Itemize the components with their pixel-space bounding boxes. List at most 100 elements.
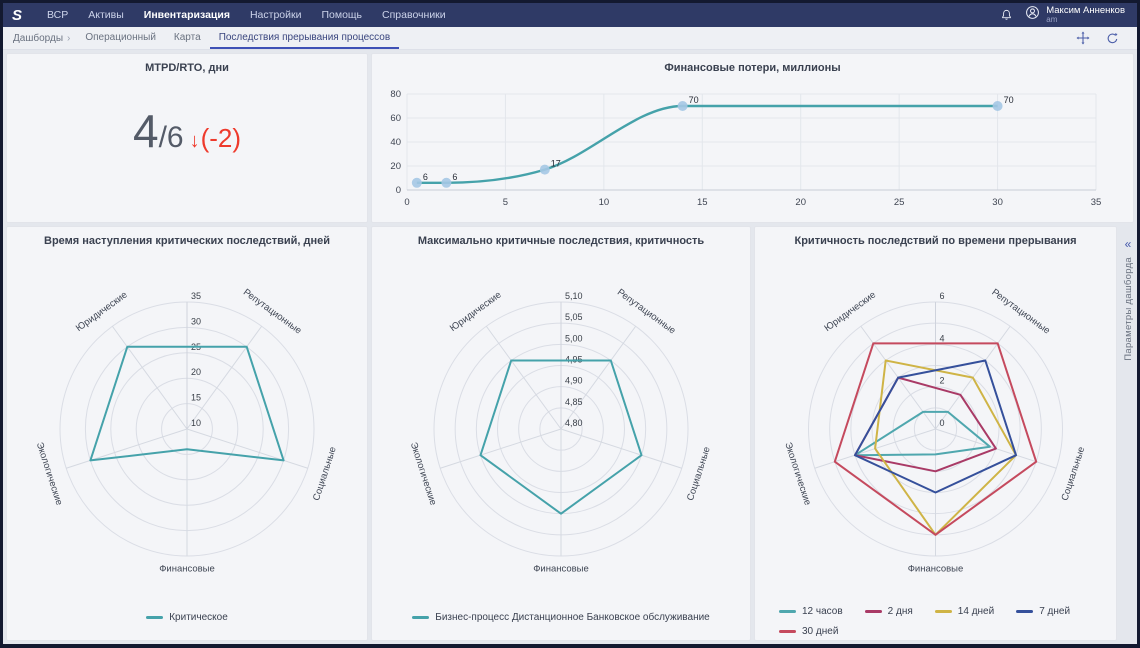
- radar-series: [89, 345, 285, 462]
- panel-mtpd-rto: MTPD/RTO, дни 4 /6 ↓ (-2): [6, 53, 368, 223]
- top-navbar: S ВСР Активы Инвентаризация Настройки По…: [3, 3, 1137, 27]
- data-point: [539, 164, 550, 175]
- legend-label: 7 дней: [1039, 606, 1071, 617]
- legend-label: Бизнес-процесс Дистанционное Банковское …: [435, 612, 710, 623]
- axis-tick-labels: 0 5 10 15 20 25 30 35 0 20 40 60 80: [390, 89, 1101, 208]
- double-chevron-left-icon: «: [1124, 237, 1132, 251]
- chart-legend: 12 часов 2 дня 14 дней 7 дней 30 дней: [779, 606, 1111, 637]
- data-point: [411, 177, 422, 188]
- radar-chart-canvas: 0 2 4 6 Юридические Экологические Финансовые Со…: [782, 287, 1087, 575]
- menu-item-settings[interactable]: Настройки: [249, 9, 302, 21]
- critical-onset-title: Время наступления критических последстви…: [44, 235, 330, 247]
- panel-mtpd-title: MTPD/RTO, дни: [145, 62, 229, 74]
- financial-losses-title: Финансовые потери, миллионы: [664, 62, 841, 74]
- legend-item[interactable]: Бизнес-процесс Дистанционное Банковское …: [412, 612, 710, 623]
- svg-text:25: 25: [894, 197, 905, 208]
- legend-label: Критическое: [169, 612, 228, 623]
- svg-text:30: 30: [992, 197, 1003, 208]
- svg-text:0: 0: [940, 418, 945, 428]
- legend-item[interactable]: 14 дней: [934, 606, 994, 617]
- svg-text:5,10: 5,10: [565, 291, 583, 301]
- category-label: Социальные: [685, 445, 713, 502]
- menu-item-vsr[interactable]: ВСР: [47, 9, 69, 21]
- category-label: Экологические: [34, 441, 65, 507]
- bell-icon[interactable]: [1000, 8, 1013, 22]
- svg-text:60: 60: [390, 113, 401, 124]
- topnav-right: Максим Анненков am: [1000, 3, 1137, 27]
- app-logo[interactable]: S: [3, 3, 31, 27]
- svg-text:4,85: 4,85: [565, 397, 583, 407]
- point-label: 70: [1004, 95, 1014, 105]
- user-menu[interactable]: Максим Анненков am: [1025, 5, 1125, 25]
- tab-operational[interactable]: Операционный: [85, 31, 156, 43]
- category-label: Репутационные: [989, 287, 1052, 337]
- svg-text:20: 20: [390, 161, 401, 172]
- logo-letter: S: [11, 6, 22, 24]
- max-critical-title: Максимально критичные последствия, крити…: [417, 235, 705, 247]
- legend-item[interactable]: 7 дней: [1016, 606, 1070, 617]
- move-icon[interactable]: [1076, 31, 1090, 45]
- criticality-by-time-title: Критичность последствий по времени преры…: [794, 235, 1077, 247]
- critical-onset-radar-chart: 10 15 20 25 30 35 Юридические Экологические Фина…: [7, 251, 367, 602]
- data-point: [677, 101, 688, 111]
- category-label: Экологические: [782, 441, 813, 507]
- svg-text:6: 6: [940, 291, 945, 301]
- radar-chart-canvas: 4,804,854,904,955,005,055,10ЮридическиеЭ…: [408, 287, 713, 575]
- svg-text:30: 30: [191, 316, 201, 326]
- menu-item-help[interactable]: Помощь: [321, 9, 363, 21]
- svg-text:80: 80: [390, 89, 401, 100]
- category-label: Экологические: [408, 441, 439, 507]
- main-menu: ВСР Активы Инвентаризация Настройки Помо…: [37, 3, 456, 27]
- tab-map[interactable]: Карта: [173, 31, 201, 43]
- point-label: 70: [689, 95, 699, 105]
- app-window: S ВСР Активы Инвентаризация Настройки По…: [3, 3, 1137, 644]
- breadcrumb-root[interactable]: Дашборды: [13, 32, 63, 44]
- kpi-delta-value: (-2): [200, 123, 242, 153]
- down-arrow-icon: ↓: [189, 130, 200, 152]
- point-label: 17: [551, 159, 561, 169]
- legend-item[interactable]: 30 дней: [779, 626, 838, 637]
- menu-item-references[interactable]: Справочники: [382, 9, 446, 21]
- legend-item[interactable]: 12 часов: [779, 606, 843, 617]
- legend-label: 30 дней: [802, 626, 839, 637]
- dashboard-params-toggle[interactable]: « Параметры дашборда: [1120, 238, 1136, 361]
- legend-item[interactable]: Критическое: [146, 612, 228, 623]
- plot-grid: [406, 93, 1097, 191]
- radar-series: [833, 342, 1038, 536]
- criticality-by-time-radar-chart: 0 2 4 6 Юридические Экологические Финансовые Со…: [755, 251, 1116, 602]
- point-label: 6: [423, 172, 428, 182]
- svg-text:0: 0: [396, 185, 401, 196]
- point-label: 6: [452, 172, 457, 182]
- category-label: Финансовые: [908, 564, 964, 575]
- radar-chart-canvas: 101520253035ЮридическиеЭкологическиеФина…: [34, 287, 339, 575]
- category-labels: Юридические Экологические Финансовые Социал…: [34, 287, 339, 575]
- svg-text:4,80: 4,80: [565, 418, 583, 428]
- svg-text:10: 10: [191, 418, 201, 428]
- tab-process-interruption-consequences[interactable]: Последствия прерывания процессов: [209, 27, 400, 49]
- refresh-icon[interactable]: [1106, 31, 1119, 45]
- category-label: Репутационные: [241, 287, 304, 337]
- radar-grid: [59, 301, 315, 557]
- legend-swatch: [864, 610, 882, 613]
- breadcrumb-actions: [1076, 31, 1127, 45]
- chart-legend: Бизнес-процесс Дистанционное Банковское …: [372, 612, 750, 623]
- svg-text:10: 10: [599, 197, 610, 208]
- svg-text:5,05: 5,05: [565, 312, 583, 322]
- svg-text:40: 40: [390, 137, 401, 148]
- data-points: 6 6 17 70 70: [411, 95, 1014, 188]
- menu-item-assets[interactable]: Активы: [88, 9, 124, 21]
- svg-text:0: 0: [404, 197, 409, 208]
- dashboard-content: MTPD/RTO, дни 4 /6 ↓ (-2) Финансовые поте…: [3, 50, 1137, 644]
- radar-series: [854, 410, 991, 457]
- legend-swatch: [779, 630, 796, 633]
- kpi-value: 4: [132, 105, 159, 157]
- legend-swatch: [146, 616, 164, 619]
- panel-criticality-by-interruption-time: Критичность последствий по времени преры…: [754, 226, 1117, 641]
- svg-text:15: 15: [191, 393, 201, 403]
- line-chart-canvas: 0 5 10 15 20 25 30 35 0 20 40 60 80 6 6 17 70 70: [390, 89, 1101, 208]
- legend-item[interactable]: 2 дня: [864, 606, 913, 617]
- svg-text:35: 35: [191, 291, 201, 301]
- panel-critical-onset-time: Время наступления критических последстви…: [6, 226, 368, 641]
- menu-item-inventory[interactable]: Инвентаризация: [143, 9, 230, 21]
- panel-financial-losses: Финансовые потери, миллионы 0 5 10 15 20 25 30…: [371, 53, 1134, 223]
